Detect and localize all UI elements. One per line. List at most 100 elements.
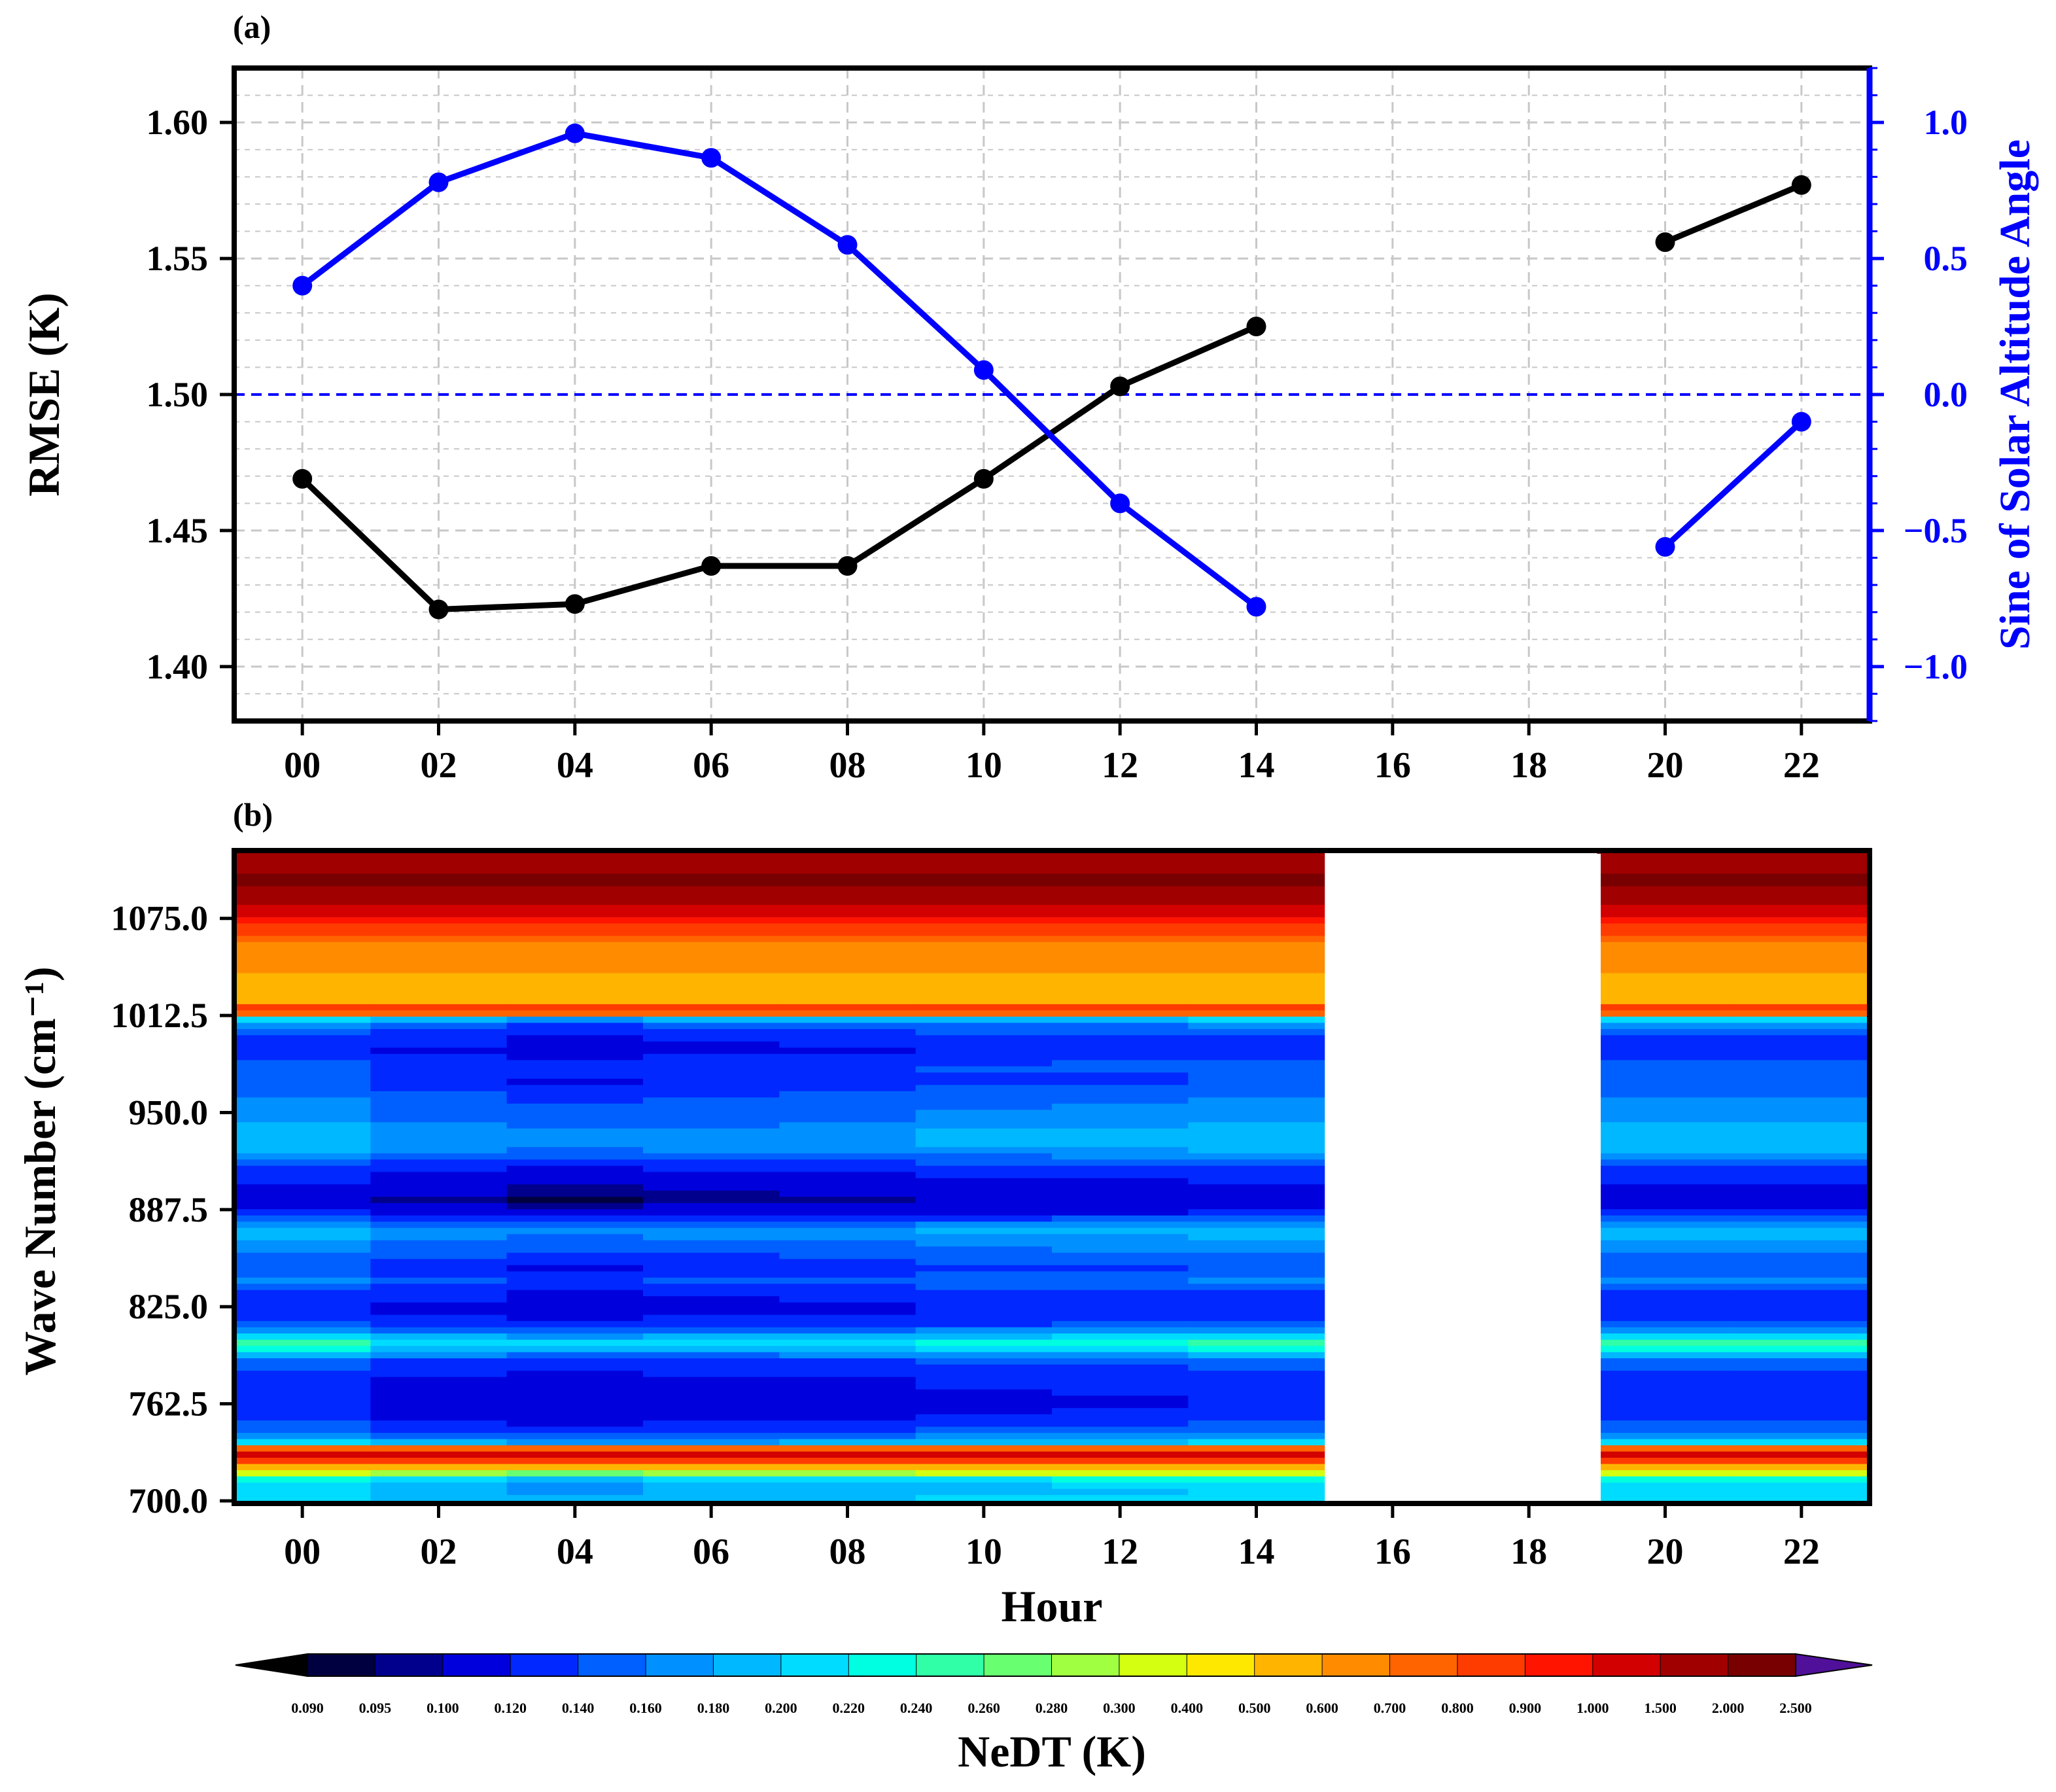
heatmap-cell bbox=[237, 867, 371, 874]
heatmap-cell bbox=[643, 1488, 780, 1496]
heatmap-cell bbox=[1188, 910, 1325, 917]
heatmap-cell bbox=[1733, 1203, 1868, 1210]
heatmap-cell bbox=[779, 1302, 916, 1309]
heatmap-cell bbox=[237, 1028, 371, 1036]
heatmap-cell bbox=[643, 1308, 780, 1315]
heatmap-cell bbox=[506, 979, 644, 986]
heatmap-cell bbox=[237, 853, 371, 855]
colorbar-cell bbox=[1457, 1654, 1525, 1676]
y-tick-label: 950.0 bbox=[129, 1093, 209, 1132]
heatmap-cell bbox=[1733, 954, 1868, 961]
heatmap-cell bbox=[1733, 1153, 1868, 1160]
sine-point bbox=[1791, 412, 1811, 432]
heatmap-cell bbox=[1597, 1171, 1734, 1178]
heatmap-cell bbox=[506, 1171, 644, 1178]
heatmap-cell bbox=[506, 1227, 644, 1235]
y-tick-label: 1.55 bbox=[147, 239, 209, 278]
heatmap-cell bbox=[1188, 1215, 1325, 1222]
heatmap-cell bbox=[1597, 1022, 1734, 1029]
heatmap-cell bbox=[779, 954, 916, 961]
heatmap-cell bbox=[1597, 1345, 1734, 1352]
heatmap-cell bbox=[779, 1377, 916, 1384]
heatmap-cell bbox=[506, 1295, 644, 1303]
heatmap-cell bbox=[506, 1084, 644, 1091]
heatmap-cell bbox=[1597, 1227, 1734, 1235]
heatmap-cell bbox=[1733, 1184, 1868, 1191]
panel-b-ticks: 700.0 762.5 825.0 887.5 950.0 1012.5 1075.0 00 0… bbox=[111, 899, 1820, 1572]
colorbar-cell bbox=[307, 1654, 375, 1676]
heatmap-cell bbox=[915, 1109, 1053, 1116]
heatmap-cell bbox=[915, 1420, 1053, 1427]
heatmap-cell bbox=[1597, 1221, 1734, 1228]
rmse-point bbox=[1246, 317, 1266, 337]
heatmap-cell bbox=[643, 1203, 780, 1210]
heatmap-cell bbox=[1597, 1420, 1734, 1427]
heatmap-cell bbox=[1597, 1153, 1734, 1160]
heatmap-cell bbox=[643, 1414, 780, 1421]
heatmap-cell bbox=[643, 1395, 780, 1402]
heatmap-cell bbox=[915, 904, 1053, 911]
heatmap-cell bbox=[1597, 1265, 1734, 1272]
heatmap-cell bbox=[370, 1196, 508, 1203]
heatmap-cell bbox=[1597, 1072, 1734, 1079]
heatmap-cell bbox=[237, 1190, 371, 1197]
heatmap-cell bbox=[1597, 1333, 1734, 1340]
heatmap-cell bbox=[1188, 1016, 1325, 1023]
heatmap-cell bbox=[370, 1302, 508, 1309]
heatmap-cell bbox=[643, 898, 780, 905]
heatmap-cell bbox=[915, 922, 1053, 930]
heatmap-cell bbox=[1733, 941, 1868, 949]
heatmap-cell bbox=[1188, 1327, 1325, 1334]
heatmap-cell bbox=[506, 873, 644, 880]
heatmap-cell bbox=[915, 1382, 1053, 1390]
colorbar-tick-label: 0.300 bbox=[1103, 1700, 1136, 1716]
heatmap-cell bbox=[1733, 1364, 1868, 1371]
heatmap-cell bbox=[1052, 1109, 1189, 1116]
heatmap-cell bbox=[1597, 1121, 1734, 1129]
heatmap-cell bbox=[1733, 1215, 1868, 1222]
heatmap-cell bbox=[237, 1004, 371, 1011]
heatmap-cell bbox=[1733, 1258, 1868, 1265]
heatmap-cell bbox=[779, 1382, 916, 1390]
heatmap-cell bbox=[1052, 1252, 1189, 1259]
heatmap-cell bbox=[643, 1121, 780, 1129]
heatmap-cell bbox=[1733, 1290, 1868, 1297]
colorbar-cell bbox=[646, 1654, 714, 1676]
heatmap-cell bbox=[506, 1221, 644, 1228]
heatmap-cell bbox=[1597, 1028, 1734, 1036]
heatmap-cell bbox=[1733, 1352, 1868, 1359]
heatmap-cell bbox=[1597, 1308, 1734, 1315]
heatmap-cell bbox=[1597, 1103, 1734, 1110]
heatmap-cell bbox=[915, 1203, 1053, 1210]
heatmap-cell bbox=[506, 997, 644, 1004]
heatmap-cell bbox=[506, 1159, 644, 1166]
heatmap-cell bbox=[1733, 1072, 1868, 1079]
heatmap-cell bbox=[370, 1482, 508, 1489]
heatmap-cell bbox=[237, 910, 371, 917]
heatmap-cell bbox=[915, 941, 1053, 949]
heatmap-cell bbox=[1052, 1034, 1189, 1042]
heatmap-cell bbox=[779, 1389, 916, 1396]
heatmap-cell bbox=[643, 1439, 780, 1446]
heatmap-cell bbox=[237, 898, 371, 905]
heatmap-cell bbox=[237, 1178, 371, 1185]
heatmap-cell bbox=[643, 1233, 780, 1240]
heatmap-cell bbox=[1188, 854, 1325, 862]
heatmap-cell bbox=[1052, 1382, 1189, 1390]
heatmap-cell bbox=[1597, 1010, 1734, 1017]
heatmap-cell bbox=[1188, 1345, 1325, 1352]
heatmap-cell bbox=[1597, 1339, 1734, 1346]
heatmap-cell bbox=[1597, 947, 1734, 955]
heatmap-cell bbox=[1052, 1022, 1189, 1029]
rmse-point bbox=[1791, 175, 1811, 195]
x-tick-label: 04 bbox=[557, 745, 593, 786]
heatmap-cell bbox=[779, 991, 916, 998]
heatmap-cell bbox=[915, 985, 1053, 992]
sine-point bbox=[973, 360, 994, 380]
heatmap-cell bbox=[1052, 1153, 1189, 1160]
heatmap-cell bbox=[506, 1178, 644, 1185]
heatmap-cell bbox=[643, 1041, 780, 1048]
heatmap-cell bbox=[1052, 1320, 1189, 1327]
heatmap-cell bbox=[506, 941, 644, 949]
heatmap-cell bbox=[506, 1345, 644, 1352]
